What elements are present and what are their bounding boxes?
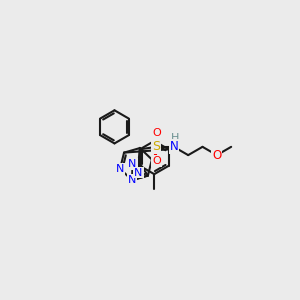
Text: O: O [152,128,161,138]
Text: O: O [212,148,221,162]
Text: O: O [152,156,161,166]
Text: N: N [116,164,124,174]
Text: N: N [128,159,137,169]
Text: N: N [128,175,136,185]
Text: S: S [152,140,160,153]
Text: H: H [170,133,179,143]
Text: N: N [169,140,178,153]
Text: N: N [134,168,142,178]
